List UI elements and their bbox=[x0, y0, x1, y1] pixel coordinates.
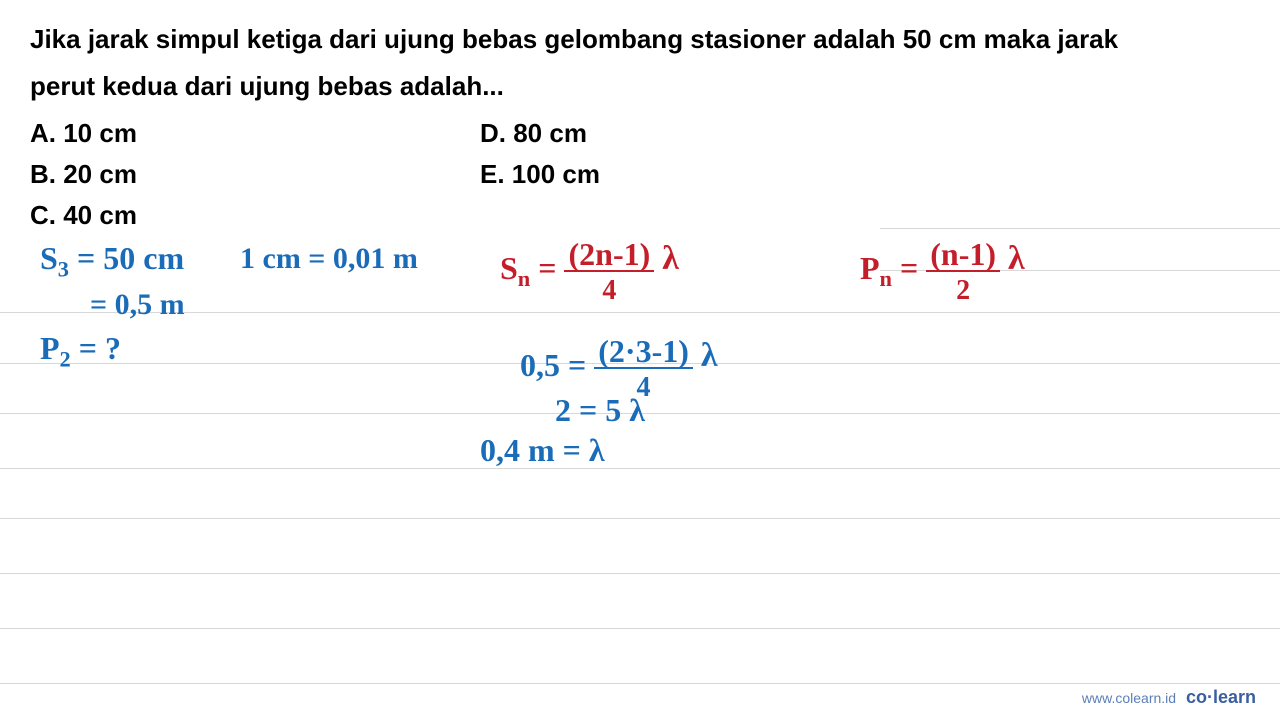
footer-brand: co·learn bbox=[1186, 687, 1256, 707]
hw-pn-formula: Pn = (n-1) 2 λ bbox=[860, 238, 1025, 305]
question-line1: Jika jarak simpul ketiga dari ujung beba… bbox=[30, 20, 1250, 59]
footer: www.colearn.id co·learn bbox=[1082, 687, 1256, 708]
hw-p2: P2 = ? bbox=[40, 330, 121, 372]
hw-calc2: 2 = 5 λ bbox=[555, 392, 645, 429]
hw-conversion: 1 cm = 0,01 m bbox=[240, 242, 418, 276]
footer-url: www.colearn.id bbox=[1082, 690, 1176, 706]
hw-sn-formula: Sn = (2n-1) 4 λ bbox=[500, 238, 679, 305]
hw-calc3: 0,4 m = λ bbox=[480, 432, 605, 469]
hw-s3: S3 = 50 cm bbox=[40, 240, 184, 282]
hw-s3-m: = 0,5 m bbox=[90, 288, 185, 322]
